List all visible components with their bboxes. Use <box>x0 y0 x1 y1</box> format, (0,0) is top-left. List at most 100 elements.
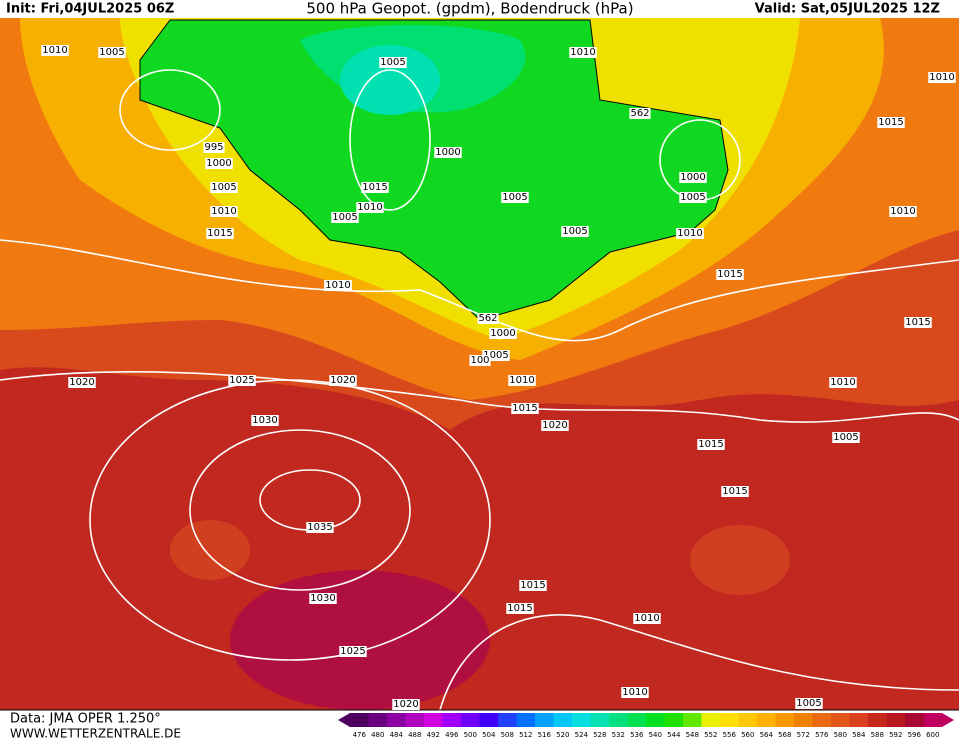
colorbar-cell <box>442 713 462 727</box>
colorbar-label: 548 <box>686 731 699 739</box>
isobar-label: 1010 <box>830 377 855 388</box>
isobar-label: 1005 <box>796 698 821 709</box>
isobar-label-box <box>356 202 384 213</box>
isobar-label-box <box>501 192 529 203</box>
isobar-label: 1010 <box>211 206 236 217</box>
colorbar-label: 504 <box>482 731 496 739</box>
colorbar-cell <box>368 713 388 727</box>
isobar-label: 1030 <box>252 415 277 426</box>
isobar-label: 1010 <box>509 375 534 386</box>
colorbar-cell <box>350 713 369 727</box>
colorbar-label: 600 <box>926 731 939 739</box>
isobar-label: 1010 <box>622 687 647 698</box>
isobar-label: 1015 <box>362 182 387 193</box>
isobar-label: 100 <box>470 355 489 366</box>
colorbar-label: 596 <box>908 731 922 739</box>
colorbar-label: 572 <box>797 731 810 739</box>
colorbar-cell <box>553 713 573 727</box>
isobar-label-box <box>68 377 96 388</box>
isobar-label-box <box>506 603 534 614</box>
colorbar-arrow-left <box>338 713 350 727</box>
isobar-label: 1010 <box>357 202 382 213</box>
isobar-label-box <box>41 45 69 56</box>
colorbar-label: 552 <box>704 731 717 739</box>
isobar-label: 1005 <box>680 192 705 203</box>
site: WWW.WETTERZENTRALE.DE <box>10 727 181 741</box>
colorbar-label: 536 <box>630 731 644 739</box>
isobar-label: 1005 <box>502 192 527 203</box>
isobar-label-box <box>511 403 539 414</box>
isobar-label-box <box>339 646 367 657</box>
isobar <box>189 429 411 591</box>
isobar-label: 1020 <box>69 377 94 388</box>
colorbar-label: 580 <box>834 731 847 739</box>
isobar-label: 1005 <box>380 57 405 68</box>
isobar-label-box <box>795 698 823 709</box>
isobar-label: 1015 <box>512 403 537 414</box>
colorbar-cell <box>720 713 739 727</box>
isobar-label-box <box>519 580 547 591</box>
colorbar-cell <box>738 713 758 727</box>
isobar-label-box <box>928 72 956 83</box>
colorbar-arrow-right <box>942 713 954 727</box>
isobar-label-box <box>676 228 704 239</box>
isobar-label-box <box>829 377 857 388</box>
isobar-label: 995 <box>204 142 223 153</box>
colorbar-cell <box>387 713 406 727</box>
isobar-labels: 1010 1005 1005 995 1000 1005 1010 1015 1015 1010 1… <box>41 45 956 710</box>
colorbar-label: 540 <box>649 731 662 739</box>
colorbar-cell <box>424 713 443 727</box>
field-cyan <box>340 45 440 115</box>
colorbar-label: 508 <box>501 731 514 739</box>
isobar-label-box <box>541 420 569 431</box>
isobar-label-box <box>489 328 517 339</box>
isobar-label: 562 <box>630 108 649 119</box>
isobar-label: 1005 <box>99 47 124 58</box>
colorbar-label: 584 <box>852 731 866 739</box>
colorbar-cell <box>831 713 850 727</box>
colorbar-label: 516 <box>538 731 552 739</box>
isobar-label-box <box>309 593 337 604</box>
isobar-label: 1010 <box>890 206 915 217</box>
isobar-label: 1010 <box>634 613 659 624</box>
colorbar-cell <box>868 713 887 727</box>
colorbar-cell <box>516 713 536 727</box>
isobar-label: 1010 <box>677 228 702 239</box>
field-warm-spot <box>170 520 250 580</box>
colorbar-cell <box>535 713 554 727</box>
isobar-label: 562 <box>478 313 497 324</box>
colorbar-label: 488 <box>408 731 421 739</box>
isobar <box>0 370 959 423</box>
isobar-label: 1025 <box>340 646 365 657</box>
colorbar-label: 480 <box>371 731 384 739</box>
isobar-label-box <box>621 687 649 698</box>
isobar-label-box <box>477 313 499 324</box>
colorbar-cell <box>405 713 425 727</box>
isobar-label-box <box>679 192 707 203</box>
colorbar-cell <box>905 713 924 727</box>
field-green <box>139 19 729 321</box>
isobar-label-box <box>434 147 462 158</box>
isobar-label-box <box>203 142 225 153</box>
colorbar-cell <box>849 713 869 727</box>
isobar-label-box <box>569 47 597 58</box>
colorbar-cell <box>461 713 480 727</box>
colorbar-label: 496 <box>445 731 459 739</box>
colorbar-cell <box>646 713 665 727</box>
colorbar-cell <box>683 713 702 727</box>
colorbar-label: 556 <box>723 731 737 739</box>
isobar-label: 1000 <box>490 328 515 339</box>
field-crimson <box>230 570 490 710</box>
isobar-label-box <box>251 415 279 426</box>
isobar-label-box <box>361 182 389 193</box>
colorbar-cell <box>923 713 943 727</box>
map-title: 500 hPa Geopot. (gpdm), Bodendruck (hPa) <box>306 0 633 18</box>
colorbar-cell <box>609 713 628 727</box>
isobar-label: 1010 <box>42 45 67 56</box>
colorbar-cell <box>701 713 721 727</box>
colorbar-cell <box>627 713 647 727</box>
colorbar-label: 492 <box>427 731 440 739</box>
colorbar-cell <box>498 713 517 727</box>
isobar-label: 1010 <box>570 47 595 58</box>
